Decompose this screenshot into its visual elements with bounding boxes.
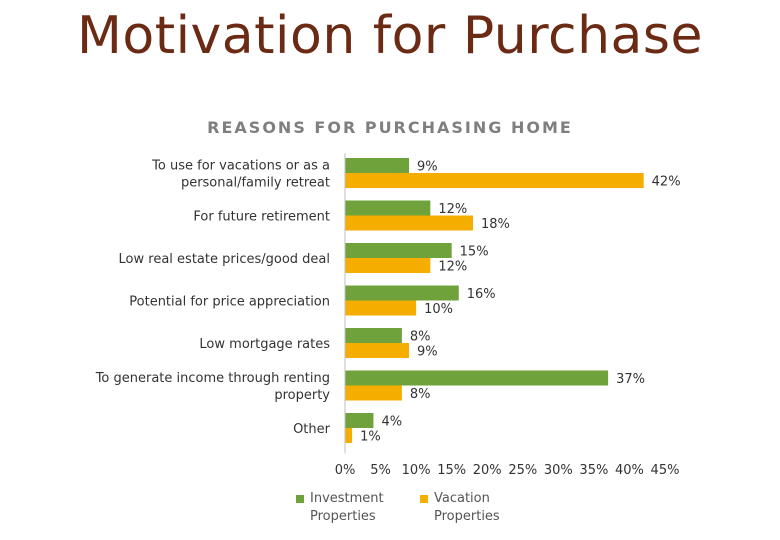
bar-vacation-0 [345,173,644,188]
value-label-investment-5: 37% [616,372,645,387]
x-tick-label-7: 35% [579,463,608,478]
x-tick-label-4: 20% [473,463,502,478]
category-label-6: Other [293,422,331,437]
legend-label-investment-line2: Properties [310,509,376,524]
value-label-vacation-4: 9% [417,345,438,360]
bar-investment-3 [345,285,459,301]
legend-swatch-vacation [420,495,428,503]
category-label-2: Low real estate prices/good deal [119,252,330,267]
x-tick-label-2: 10% [402,463,431,478]
category-label-3: Potential for price appreciation [129,295,330,310]
bar-vacation-4 [345,343,409,358]
category-label-1: For future retirement [193,210,330,225]
bar-vacation-6 [345,428,353,443]
value-label-investment-1: 12% [438,202,467,217]
legend-item-vacation: Vacation Properties [420,490,514,526]
category-label-0-line2: personal/family retreat [181,176,330,191]
value-label-investment-6: 4% [381,415,402,430]
x-tick-label-9: 45% [651,463,680,478]
bar-investment-1 [345,200,431,216]
bar-investment-0 [345,158,409,173]
bar-investment-2 [345,243,452,258]
chart-title: REASONS FOR PURCHASING HOME [207,118,573,137]
category-label-0-line1: To use for vacations or as a [151,159,330,174]
bar-investment-5 [345,370,609,386]
category-label-5-line1: To generate income through renting [95,371,330,386]
value-label-vacation-2: 12% [438,260,467,275]
value-label-vacation-1: 18% [481,217,510,232]
bar-investment-4 [345,328,402,343]
x-tick-label-3: 15% [437,463,466,478]
value-label-investment-3: 16% [467,287,496,302]
value-label-vacation-0: 42% [652,175,681,190]
page-title: Motivation for Purchase [77,6,703,66]
bar-vacation-3 [345,300,417,316]
x-tick-label-0: 0% [335,463,356,478]
value-label-investment-4: 8% [410,330,431,345]
legend: Investment Properties Vacation Propertie… [296,490,514,526]
bar-vacation-2 [345,258,431,273]
value-label-vacation-5: 8% [410,387,431,402]
x-tick-label-8: 40% [615,463,644,478]
category-label-4: Low mortgage rates [199,337,330,352]
x-tick-label-5: 25% [508,463,537,478]
value-label-vacation-6: 1% [360,430,381,445]
x-tick-label-6: 30% [544,463,573,478]
value-label-vacation-3: 10% [424,302,453,317]
legend-item-investment: Investment Properties [296,490,390,526]
value-label-investment-0: 9% [417,160,438,175]
category-label-5-line2: property [274,388,330,403]
x-tick-label-1: 5% [370,463,391,478]
legend-label-investment-line1: Investment [310,491,384,506]
legend-label-vacation-line2: Properties [434,509,500,524]
bar-investment-6 [345,413,374,428]
legend-label-vacation-line1: Vacation [434,491,490,506]
bar-vacation-1 [345,215,473,231]
bar-vacation-5 [345,385,402,401]
legend-swatch-investment [296,495,304,503]
value-label-investment-2: 15% [460,245,489,260]
